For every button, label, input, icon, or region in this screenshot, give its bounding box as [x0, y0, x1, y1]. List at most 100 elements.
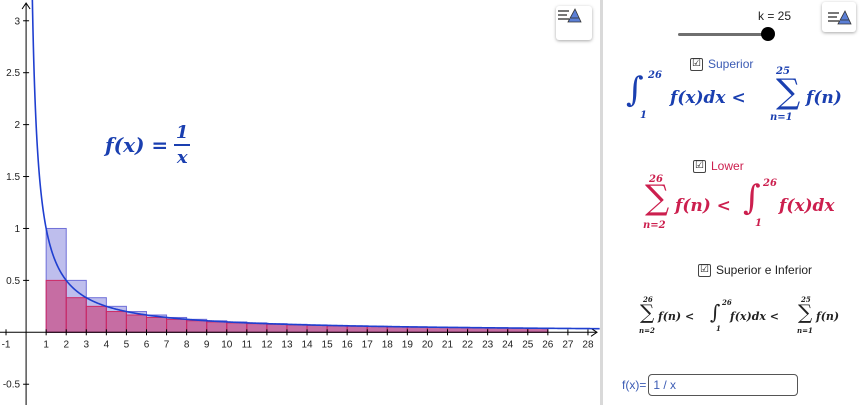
y-tick-label: 1: [15, 224, 21, 235]
sum-sign: ∑: [776, 72, 801, 112]
integral-sign: ∫: [743, 178, 761, 218]
lower-bar: [65, 297, 87, 333]
checkbox-superior-box[interactable]: ☑: [690, 57, 703, 71]
algebra-style-bar-toggle[interactable]: [822, 2, 856, 32]
lower-bar: [386, 326, 408, 333]
x-tick-label: 4: [104, 339, 110, 350]
x-tick-label: 12: [261, 339, 273, 350]
x-tick-label: 28: [582, 339, 594, 350]
sum-lower: n=1: [770, 112, 793, 123]
x-tick-label: 7: [164, 339, 170, 350]
graph-canvas[interactable]: -1 1 2 3 4 5 6 7 8 9 10 11 12 13 14 15 16 17 18 19 20 21 22 23 2…: [0, 0, 600, 405]
function-label-lhs: f(x) =: [105, 133, 169, 157]
x-tick-label: 8: [184, 339, 190, 350]
x-tick-label: -1: [2, 339, 11, 350]
checkbox-lower-label: Lower: [711, 159, 744, 173]
sum-body: f(n): [806, 88, 842, 108]
x-tick-label: 3: [84, 339, 90, 350]
checkbox-both[interactable]: ☑ Superior e Inferior: [698, 263, 812, 277]
function-label-fraction: 1 x: [174, 122, 191, 168]
function-input-field[interactable]: [648, 374, 799, 396]
checkbox-lower[interactable]: ☑ Lower: [693, 159, 744, 173]
function-label-denominator: x: [176, 147, 188, 168]
y-axis-arrow: [21, 2, 31, 10]
sum1-lower: n=2: [639, 326, 655, 335]
function-input-label: f(x)=: [622, 378, 647, 392]
x-tick-label: 26: [542, 339, 554, 350]
x-tick-label: 25: [522, 339, 534, 350]
lower-bar: [366, 326, 388, 333]
y-tick-label: 1.5: [6, 172, 20, 183]
x-tick-label: 1: [43, 339, 49, 350]
lower-bar: [326, 325, 348, 333]
sum-upper: 26: [649, 174, 663, 185]
lower-bar: [206, 321, 228, 333]
y-tick-label: -0.5: [3, 380, 21, 391]
fraction-bar: [174, 144, 191, 146]
sum1-upper: 26: [643, 295, 653, 304]
lower-bar: [85, 305, 107, 333]
integral-upper: 26: [722, 298, 732, 307]
lower-bar: [125, 314, 147, 333]
x-tick-label: 5: [124, 339, 130, 350]
function-curve: [31, 0, 600, 330]
lower-bar: [105, 311, 127, 333]
integral-sign: ∫: [626, 70, 644, 110]
sum2-upper: 25: [801, 295, 811, 304]
y-tick-label: 2: [15, 120, 21, 131]
slider-k-track[interactable]: [678, 33, 768, 36]
sum-body: f(n) <: [675, 196, 731, 216]
integral-upper: 26: [648, 70, 662, 81]
x-tick-label: 10: [221, 339, 233, 350]
lower-bar: [166, 318, 188, 333]
sum-sign-2: ∑: [798, 300, 813, 324]
x-tick-label: 20: [422, 339, 434, 350]
integral-body: f(x)dx: [779, 196, 835, 216]
y-tick-label: 2.5: [6, 68, 20, 79]
lower-bar: [286, 324, 308, 333]
sum1-body: f(n) <: [658, 310, 695, 323]
checkbox-both-label: Superior e Inferior: [716, 263, 813, 277]
style-bar-icon: [558, 8, 582, 23]
y-tick-label: 3: [15, 16, 21, 27]
lower-bar: [226, 322, 248, 333]
checkbox-lower-box[interactable]: ☑: [693, 159, 706, 173]
sum-lower: n=2: [643, 220, 666, 231]
graphics-style-bar-toggle[interactable]: [556, 6, 592, 40]
x-tick-label: 15: [322, 339, 334, 350]
view-divider[interactable]: [600, 0, 603, 405]
lower-bar: [45, 279, 67, 333]
function-label-numerator: 1: [175, 122, 189, 143]
sum2-body: f(n): [816, 310, 840, 323]
x-tick-label: 6: [144, 339, 150, 350]
integral-body: f(x)dx <: [730, 310, 779, 323]
x-tick-label: 21: [442, 339, 454, 350]
lower-bar: [306, 324, 328, 333]
x-tick-label: 11: [242, 339, 253, 350]
integral-sign: ∫: [710, 300, 721, 324]
lower-bar: [246, 323, 268, 333]
x-tick-label: 2: [63, 339, 69, 350]
integral-lower: 1: [755, 218, 762, 229]
sum-sign: ∑: [645, 178, 670, 218]
lower-bar: [406, 326, 428, 333]
sum-upper: 25: [776, 66, 790, 77]
x-tick-label: 23: [482, 339, 494, 350]
x-tick-label: 17: [362, 339, 374, 350]
checkbox-superior[interactable]: ☑ Superior: [690, 57, 753, 71]
integral-upper: 26: [763, 178, 777, 189]
x-tick-label: 24: [502, 339, 514, 350]
style-bar-icon: [828, 10, 852, 25]
checkbox-both-box[interactable]: ☑: [698, 263, 711, 277]
lower-bar: [266, 323, 288, 333]
x-tick-label: 9: [204, 339, 210, 350]
slider-k-label: k = 25: [758, 9, 792, 23]
x-axis-arrow: [590, 327, 598, 337]
graphics-view[interactable]: -1 1 2 3 4 5 6 7 8 9 10 11 12 13 14 15 16 17 18 19 20 21 22 23 2…: [0, 0, 600, 405]
lower-bar: [145, 316, 168, 333]
x-tick-label: 13: [281, 339, 293, 350]
sum-sign-1: ∑: [640, 300, 655, 324]
x-tick-label: 19: [402, 339, 414, 350]
lower-bar: [346, 325, 368, 333]
slider-k-thumb[interactable]: [761, 27, 775, 41]
